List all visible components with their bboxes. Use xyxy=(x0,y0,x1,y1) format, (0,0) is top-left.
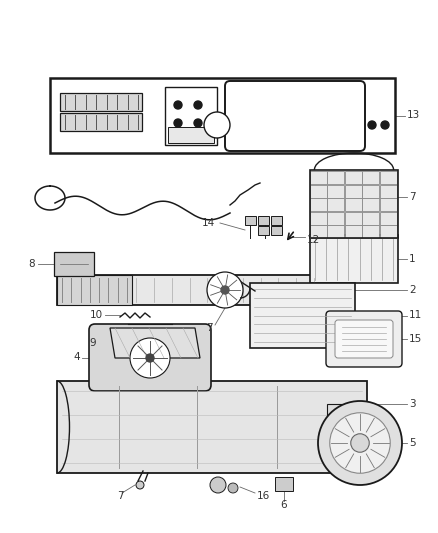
Circle shape xyxy=(221,286,229,294)
Circle shape xyxy=(174,101,182,109)
Bar xyxy=(275,477,293,491)
Polygon shape xyxy=(110,328,200,358)
Text: 11: 11 xyxy=(409,311,422,320)
Bar xyxy=(258,216,269,225)
FancyBboxPatch shape xyxy=(54,252,94,276)
Circle shape xyxy=(204,112,230,138)
Bar xyxy=(327,212,344,225)
Text: 13: 13 xyxy=(407,110,420,120)
Text: 15: 15 xyxy=(409,334,422,344)
Bar xyxy=(327,225,344,238)
Bar xyxy=(245,216,256,225)
Bar xyxy=(310,198,327,211)
Text: 1: 1 xyxy=(409,254,416,264)
FancyBboxPatch shape xyxy=(326,311,402,367)
Bar xyxy=(57,275,132,305)
Text: 10: 10 xyxy=(90,310,103,320)
Circle shape xyxy=(146,354,154,362)
Circle shape xyxy=(210,477,226,493)
FancyBboxPatch shape xyxy=(225,81,365,151)
Bar xyxy=(362,185,379,198)
Bar xyxy=(362,198,379,211)
Circle shape xyxy=(228,483,238,493)
Bar xyxy=(327,171,344,184)
Bar xyxy=(345,185,362,198)
Circle shape xyxy=(207,272,243,308)
Bar xyxy=(165,87,217,145)
Bar xyxy=(362,212,379,225)
Text: 7: 7 xyxy=(409,192,416,202)
Bar xyxy=(345,212,362,225)
Bar xyxy=(310,170,398,238)
Text: 9: 9 xyxy=(89,338,96,348)
Bar xyxy=(345,225,362,238)
Bar xyxy=(327,185,344,198)
Circle shape xyxy=(368,121,376,129)
Bar xyxy=(362,225,379,238)
Text: 14: 14 xyxy=(202,218,215,228)
Bar xyxy=(380,171,397,184)
Bar xyxy=(380,198,397,211)
Text: 4: 4 xyxy=(74,352,80,362)
Bar xyxy=(310,171,327,184)
Bar xyxy=(380,212,397,225)
Circle shape xyxy=(130,338,170,378)
Bar xyxy=(380,185,397,198)
Bar xyxy=(50,78,395,153)
Bar xyxy=(345,198,362,211)
FancyBboxPatch shape xyxy=(89,324,211,391)
Text: 6: 6 xyxy=(281,500,287,510)
Bar xyxy=(57,381,367,473)
Text: 12: 12 xyxy=(307,235,320,245)
Bar xyxy=(60,113,142,131)
Circle shape xyxy=(174,119,182,127)
Text: 7: 7 xyxy=(206,323,213,333)
Text: 16: 16 xyxy=(257,491,270,501)
Bar xyxy=(380,225,397,238)
Bar xyxy=(60,93,142,111)
Text: 3: 3 xyxy=(409,399,416,409)
Bar xyxy=(310,235,398,283)
Text: 2: 2 xyxy=(409,285,416,295)
Text: 7: 7 xyxy=(117,491,124,501)
Circle shape xyxy=(136,481,144,489)
Bar xyxy=(310,185,327,198)
Bar xyxy=(362,171,379,184)
Circle shape xyxy=(318,401,402,485)
FancyBboxPatch shape xyxy=(335,320,393,358)
Circle shape xyxy=(194,101,202,109)
Bar xyxy=(57,275,322,305)
Bar xyxy=(271,216,282,225)
Bar xyxy=(310,225,327,238)
Bar xyxy=(327,198,344,211)
Bar xyxy=(168,127,214,143)
Bar xyxy=(345,171,362,184)
Circle shape xyxy=(330,413,390,473)
Text: 5: 5 xyxy=(409,438,416,448)
Circle shape xyxy=(351,434,369,452)
Circle shape xyxy=(194,119,202,127)
Bar xyxy=(250,283,355,348)
Bar xyxy=(327,404,372,450)
Bar xyxy=(271,226,282,235)
Bar xyxy=(258,226,269,235)
Bar xyxy=(310,212,327,225)
Text: 8: 8 xyxy=(28,259,35,269)
Circle shape xyxy=(381,121,389,129)
